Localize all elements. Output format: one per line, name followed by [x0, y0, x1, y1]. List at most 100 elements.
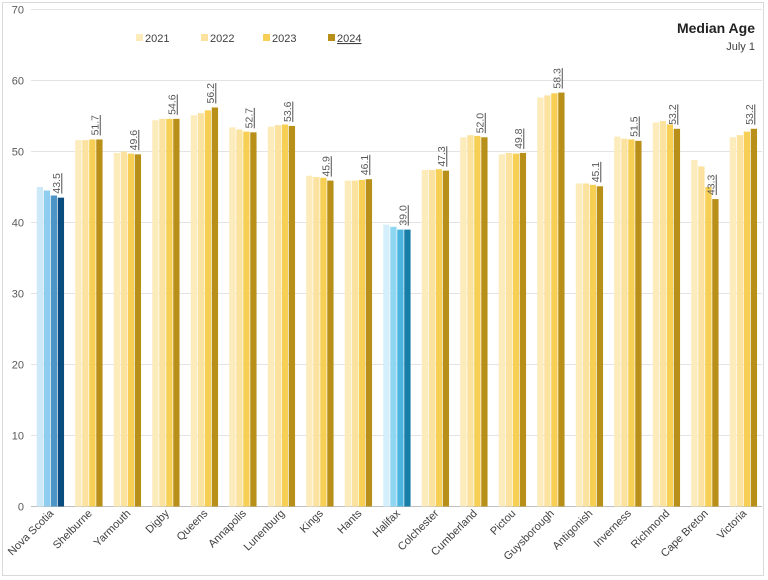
data-label: 47.3 [436, 146, 448, 167]
bar-2022 [197, 113, 205, 507]
y-tick-label: 30 [12, 289, 24, 301]
bar-2023 [127, 153, 135, 507]
legend-label: 2023 [272, 33, 296, 45]
bar-2022 [544, 95, 551, 507]
bar-2024 [134, 154, 142, 507]
bar-2024 [558, 92, 565, 507]
bar-2023 [666, 124, 674, 507]
bar-2022 [313, 177, 320, 507]
bar-2023 [89, 139, 96, 507]
legend: 2021 2022 2023 2024 [136, 33, 361, 45]
bar-2021 [229, 127, 236, 507]
y-tick-label: 10 [12, 431, 24, 443]
bar-2022 [236, 129, 243, 507]
x-tick-label: Inverness [592, 507, 635, 550]
bar-2021 [383, 224, 390, 507]
y-tick-label: 50 [12, 147, 24, 159]
bar-2024 [750, 128, 758, 507]
data-label: 58.3 [552, 68, 564, 89]
bar-2023 [628, 139, 635, 507]
x-tick-label: Lunenburg [242, 508, 288, 554]
bar-2023 [743, 131, 751, 507]
legend-swatch-2024 [328, 34, 335, 41]
bar-2021 [691, 160, 698, 507]
x-tick-label: Queens [175, 507, 211, 543]
chart-subtitle: July 1 [726, 41, 755, 53]
bar-2021 [267, 126, 275, 507]
x-tick-label: Pictou [488, 508, 518, 538]
data-label: 45.9 [321, 156, 333, 177]
data-label: 49.6 [128, 130, 140, 151]
bar-2021 [460, 137, 467, 507]
data-label: 51.5 [629, 116, 641, 137]
data-label: 54.6 [167, 94, 179, 115]
x-tick-label: Nova Scotia [6, 507, 57, 558]
bar-2024 [404, 229, 411, 507]
data-label: 45.1 [590, 162, 602, 183]
bar-2023 [551, 93, 558, 507]
bar-2021 [36, 187, 44, 507]
bar-2024 [481, 137, 488, 507]
bar-2022 [428, 169, 436, 507]
bar-2024 [327, 180, 334, 507]
bar-2024 [635, 140, 642, 507]
legend-swatch-2021 [136, 34, 143, 41]
bar-2022 [698, 166, 705, 507]
x-tick-label: Yarmouth [92, 508, 134, 550]
bar-2021 [306, 175, 313, 507]
bar-2022 [621, 138, 628, 507]
x-tick-label: Halifax [371, 507, 404, 540]
bar-2024 [250, 132, 257, 507]
bar-2021 [652, 122, 660, 507]
x-tick-label: Victoria [715, 507, 750, 542]
bar-2023 [204, 110, 212, 507]
chart-title: Median Age [677, 20, 755, 36]
bar-2024 [596, 186, 604, 507]
bar-2022 [82, 140, 89, 507]
bar-2024 [57, 197, 65, 507]
y-tick-label: 0 [18, 502, 24, 514]
legend-label: 2022 [210, 33, 234, 45]
bar-2022 [659, 120, 667, 507]
legend-swatch-2023 [263, 34, 270, 41]
bar-2022 [582, 183, 590, 507]
bar-2022 [43, 190, 51, 507]
data-label: 43.3 [706, 174, 718, 195]
data-label: 51.7 [90, 115, 102, 136]
bar-2022 [467, 135, 474, 507]
bar-2021 [190, 115, 198, 507]
data-label: 46.1 [359, 155, 371, 176]
bar-2021 [344, 180, 352, 507]
bar-2021 [537, 97, 544, 507]
bar-2023 [243, 131, 250, 507]
bar-2023 [397, 229, 404, 507]
bar-2024 [211, 107, 219, 507]
data-label: 39.0 [398, 205, 410, 226]
bar-2022 [351, 180, 359, 507]
bar-2024 [365, 179, 373, 507]
x-tick-label: Hants [336, 507, 365, 536]
data-label: 52.7 [244, 108, 256, 129]
bar-2023 [281, 124, 289, 507]
bar-2023 [589, 184, 597, 507]
x-tick-label: Kings [298, 507, 326, 535]
bar-2022 [390, 226, 397, 507]
bar-2024 [288, 125, 296, 507]
bar-2023 [474, 135, 481, 507]
bar-2022 [505, 152, 513, 507]
bar-2024 [173, 118, 180, 507]
legend-label: 2024 [337, 33, 361, 45]
bar-2024 [519, 152, 527, 507]
bar-2024 [442, 170, 450, 507]
bar-2021 [498, 154, 506, 507]
data-label: 43.5 [51, 173, 63, 194]
y-tick-label: 70 [12, 5, 24, 17]
bar-2021 [152, 120, 159, 507]
bar-2023 [512, 153, 520, 507]
data-label: 53.6 [282, 101, 294, 122]
data-label: 49.8 [513, 128, 525, 149]
legend-label: 2021 [145, 33, 169, 45]
data-label: 53.2 [744, 104, 756, 125]
